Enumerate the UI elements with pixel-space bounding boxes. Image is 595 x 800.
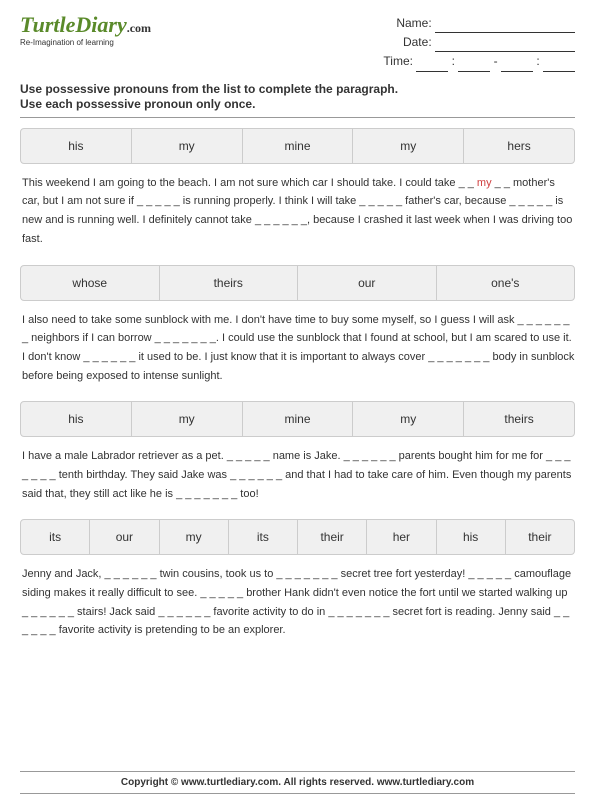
logo-suffix: .com bbox=[127, 21, 151, 35]
meta-block: Name: Date: Time: : - : bbox=[383, 14, 575, 72]
word-bank-item: theirs bbox=[160, 266, 299, 300]
name-label: Name: bbox=[396, 16, 431, 30]
word-bank-item: whose bbox=[21, 266, 160, 300]
word-bank: itsourmyitstheirherhistheir bbox=[20, 519, 575, 555]
word-bank-item: theirs bbox=[464, 402, 574, 436]
divider bbox=[20, 117, 575, 118]
word-bank-item: his bbox=[437, 520, 506, 554]
instructions: Use possessive pronouns from the list to… bbox=[20, 82, 575, 113]
word-bank: whosetheirsourone's bbox=[20, 265, 575, 301]
word-bank-item: their bbox=[298, 520, 367, 554]
paragraph: This weekend I am going to the beach. I … bbox=[22, 174, 575, 249]
word-bank-item: its bbox=[229, 520, 298, 554]
paragraph: Jenny and Jack, _ _ _ _ _ _ twin cousins… bbox=[22, 565, 575, 640]
word-bank-item: our bbox=[90, 520, 159, 554]
time-field-1[interactable] bbox=[416, 71, 448, 72]
footer: Copyright © www.turtlediary.com. All rig… bbox=[20, 771, 575, 794]
time-field-4[interactable] bbox=[543, 71, 575, 72]
word-bank: hismyminemyhers bbox=[20, 128, 575, 164]
logo-text: TurtleDiary.com bbox=[20, 14, 151, 36]
word-bank-item: my bbox=[353, 402, 464, 436]
time-label: Time: bbox=[383, 54, 413, 68]
word-bank-item: my bbox=[160, 520, 229, 554]
logo: TurtleDiary.com Re-Imagination of learni… bbox=[20, 14, 151, 47]
word-bank-item: his bbox=[21, 402, 132, 436]
logo-name: TurtleDiary bbox=[20, 12, 127, 37]
word-bank-item: one's bbox=[437, 266, 575, 300]
time-field-3[interactable] bbox=[501, 71, 533, 72]
word-bank-item: his bbox=[21, 129, 132, 163]
time-field-2[interactable] bbox=[458, 71, 490, 72]
word-bank-item: hers bbox=[464, 129, 574, 163]
word-bank-item: mine bbox=[243, 129, 354, 163]
word-bank-item: their bbox=[506, 520, 574, 554]
header: TurtleDiary.com Re-Imagination of learni… bbox=[20, 14, 575, 72]
paragraph: I have a male Labrador retriever as a pe… bbox=[22, 447, 575, 503]
paragraph: I also need to take some sunblock with m… bbox=[22, 311, 575, 386]
word-bank-item: our bbox=[298, 266, 437, 300]
sections-container: hismyminemyhersThis weekend I am going t… bbox=[20, 128, 575, 640]
date-label: Date: bbox=[403, 35, 432, 49]
word-bank-item: its bbox=[21, 520, 90, 554]
word-bank-item: my bbox=[132, 129, 243, 163]
filled-answer: my bbox=[477, 177, 492, 189]
word-bank-item: her bbox=[367, 520, 436, 554]
word-bank-item: mine bbox=[243, 402, 354, 436]
word-bank-item: my bbox=[132, 402, 243, 436]
word-bank-item: my bbox=[353, 129, 464, 163]
logo-tagline: Re-Imagination of learning bbox=[20, 38, 151, 47]
word-bank: hismyminemytheirs bbox=[20, 401, 575, 437]
